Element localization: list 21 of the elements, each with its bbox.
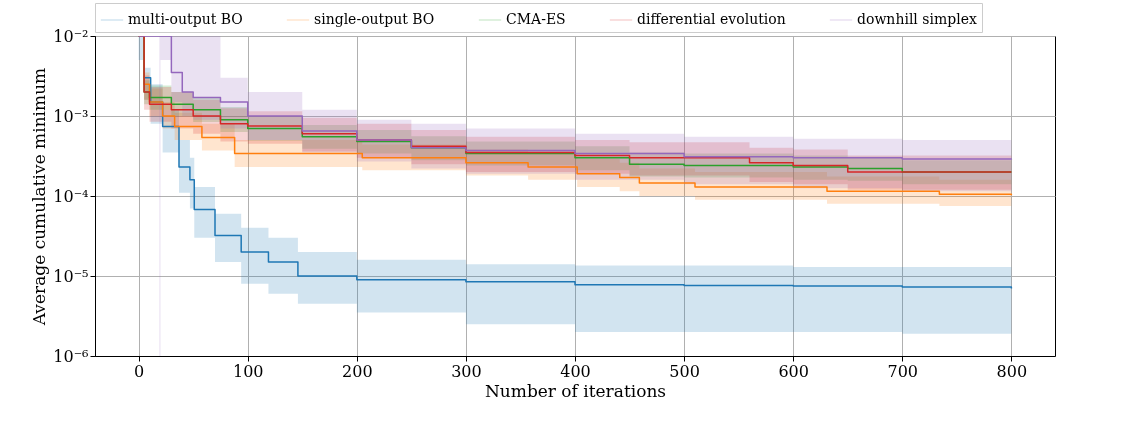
x-tick-label: 400 xyxy=(560,361,591,381)
x-axis-title: Number of iterations xyxy=(484,380,667,401)
legend-label: downhill simplex xyxy=(857,11,977,27)
y-tick-label: 10⁻⁶ xyxy=(53,346,89,366)
legend-label: differential evolution xyxy=(637,11,786,27)
y-tick-label: 10⁻³ xyxy=(53,106,89,126)
x-tick-label: 600 xyxy=(778,361,809,381)
y-tick-label: 10⁻⁴ xyxy=(53,186,89,206)
x-tick-label: 200 xyxy=(342,361,373,381)
x-tick-label: 700 xyxy=(887,361,919,381)
x-tick-label: 300 xyxy=(451,361,482,381)
y-tick-label: 10⁻⁵ xyxy=(53,266,89,286)
legend-label: multi-output BO xyxy=(128,11,243,27)
x-tick-label: 800 xyxy=(996,361,1028,381)
legend-label: single-output BO xyxy=(314,11,435,27)
x-tick-label: 0 xyxy=(134,361,145,381)
y-tick-label: 10⁻² xyxy=(53,26,89,46)
y-axis-title: Average cumulative minimum xyxy=(29,67,50,327)
legend-label: CMA-ES xyxy=(506,11,566,27)
x-tick-label: 100 xyxy=(232,361,264,381)
x-tick-label: 500 xyxy=(669,361,700,381)
